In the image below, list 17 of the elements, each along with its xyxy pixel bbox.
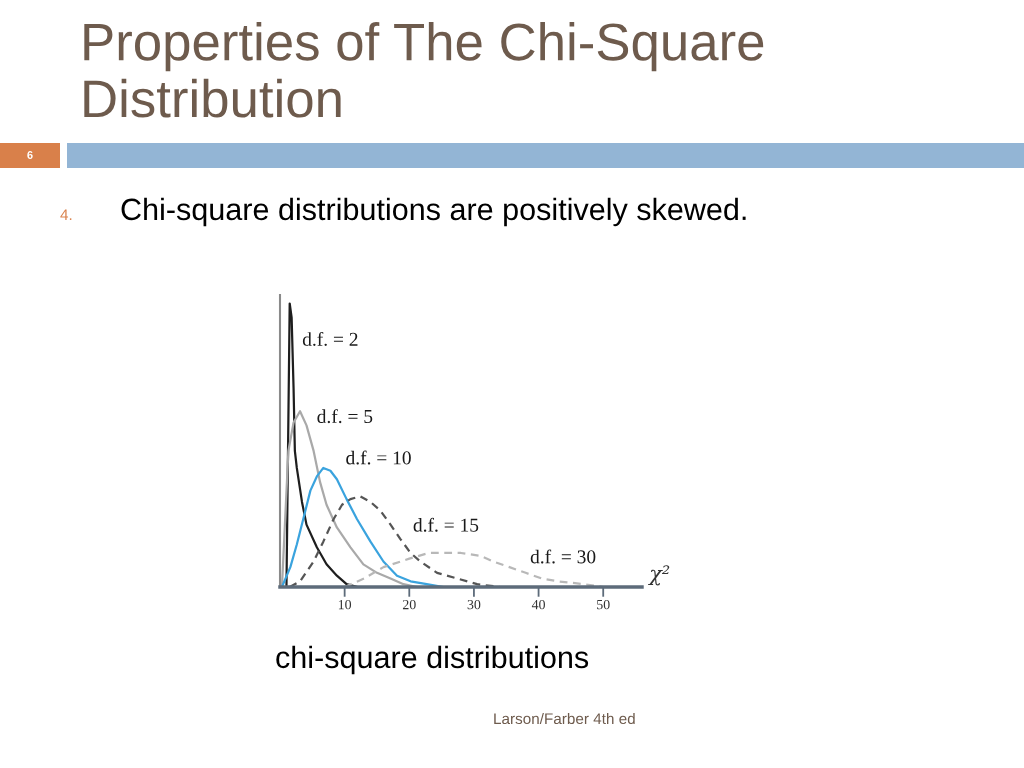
x-axis-title: χ² xyxy=(648,565,670,586)
text: 4. xyxy=(60,209,72,220)
x-tick-label: 20 xyxy=(402,599,416,610)
series-label: d.f. = 15 xyxy=(413,517,479,532)
series-label: d.f. = 5 xyxy=(317,409,373,424)
text: chi-square distributions xyxy=(276,645,589,675)
x-tick-label: 40 xyxy=(531,599,545,610)
x-tick-label: 50 xyxy=(597,599,610,610)
chart-title: Properties of The Chi-Square Distribution xyxy=(84,22,764,118)
chart-subtitle: Chi-square distributions are positively skewed. xyxy=(121,197,746,227)
series-label: d.f. = 30 xyxy=(530,549,596,564)
series-label: d.f. = 2 xyxy=(302,331,358,346)
x-tick-label: 30 xyxy=(467,599,481,610)
text: Larson/Farber 4th ed xyxy=(494,712,635,725)
text: 6 xyxy=(27,151,33,159)
x-tick-label: 10 xyxy=(338,599,352,610)
series-label: d.f. = 10 xyxy=(346,450,411,465)
